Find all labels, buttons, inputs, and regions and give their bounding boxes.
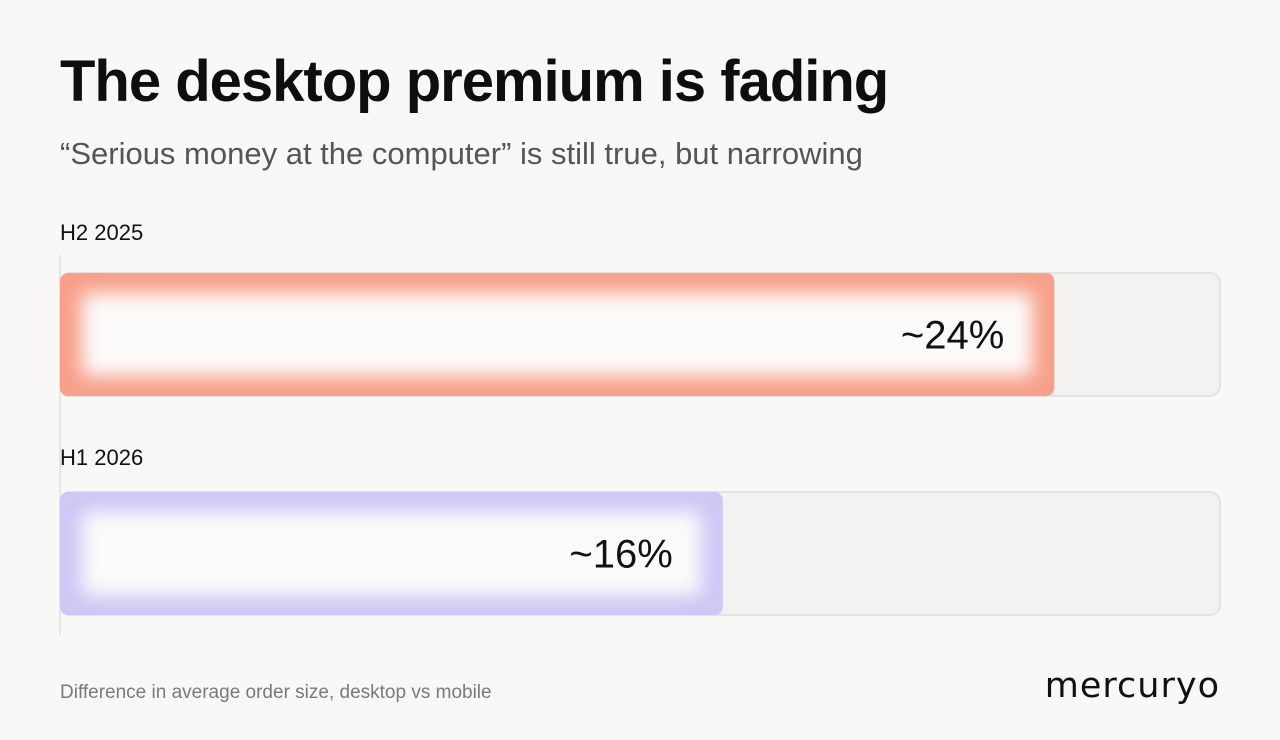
bar-glow <box>82 512 701 595</box>
chart-subtitle: “Serious money at the computer” is still… <box>60 136 863 171</box>
chart-footnote: Difference in average order size, deskto… <box>60 682 492 703</box>
chart-title: The desktop premium is fading <box>60 49 889 114</box>
category-label: H2 2025 <box>60 220 143 245</box>
category-label: H1 2026 <box>60 445 143 470</box>
bar-value-label: ~16% <box>569 533 672 577</box>
mercuryo-logo: mercuryo <box>1044 666 1220 706</box>
bar-glow <box>82 293 1033 376</box>
bar-value-label: ~24% <box>901 314 1004 358</box>
